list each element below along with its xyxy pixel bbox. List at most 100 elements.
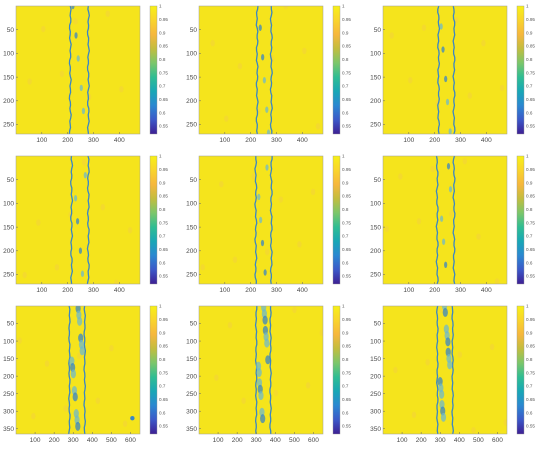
noise-blob [227, 322, 233, 329]
band-edge-right [452, 6, 456, 134]
colorbar-tick-label: 0.65 [526, 247, 535, 252]
colorbar-tick-label: 0.75 [159, 70, 168, 75]
colorbar-tick-label: 0.8 [526, 357, 533, 362]
band-edge-right [269, 6, 273, 134]
y-tick-label: 100 [370, 338, 381, 345]
noise-blob [421, 24, 427, 31]
band-dip [439, 389, 445, 399]
plot-border [15, 305, 141, 435]
y-tick-label: 200 [370, 373, 381, 380]
colorbar-tick-label: 0.95 [159, 17, 168, 22]
noise-blob [302, 47, 307, 54]
colorbar-tick-label: 0.75 [342, 370, 351, 375]
colorbar-tick-label: 0.65 [526, 97, 535, 102]
band-dip [257, 193, 261, 201]
band-dip [446, 163, 451, 170]
noise-blob [119, 86, 124, 93]
colorbar-tick-label: 1 [159, 304, 162, 309]
band-dip [262, 77, 266, 84]
band-dip [263, 269, 267, 276]
colorbar-tick-label: 0.95 [526, 17, 535, 22]
band-edge-right [452, 156, 456, 284]
colorbar-tick-label: 0.6 [526, 410, 533, 415]
band-dip [258, 24, 262, 31]
x-tick-label: 300 [435, 437, 446, 444]
band-dip [448, 186, 453, 193]
colorbar-tick-label: 0.65 [342, 97, 351, 102]
band-edge-left [68, 306, 71, 434]
colorbar-tick-label: 0.8 [159, 207, 166, 212]
x-tick-label: 100 [219, 137, 230, 144]
band-dip [444, 261, 448, 268]
x-tick-label: 500 [289, 437, 300, 444]
band-edge-right [83, 306, 87, 434]
x-tick-label: 100 [36, 137, 47, 144]
colorbar [149, 5, 158, 135]
colorbar-tick-label: 0.95 [159, 317, 168, 322]
x-tick-label: 300 [251, 437, 262, 444]
x-tick-label: 200 [62, 287, 73, 294]
y-tick-label: 200 [370, 98, 381, 105]
noise-blob [411, 411, 417, 418]
colorbar-tick-label: 0.85 [342, 44, 351, 49]
band-dip [439, 23, 443, 30]
plot-border [382, 155, 508, 285]
noise-blob [63, 405, 68, 412]
colorbar-tick-label: 0.95 [526, 317, 535, 322]
y-tick-label: 150 [370, 74, 381, 81]
colorbar-tick-label: 0.7 [526, 384, 533, 389]
colorbar-tick-label: 0.85 [526, 194, 535, 199]
colorbar-tick-label: 0.75 [159, 370, 168, 375]
colorbar-tick-label: 0.85 [159, 44, 168, 49]
plot-border [198, 5, 324, 135]
colorbar-tick-label: 0.6 [159, 110, 166, 115]
colorbar-tick-label: 0.7 [159, 234, 166, 239]
y-tick-label: 100 [186, 51, 197, 58]
band-edge-left [435, 156, 439, 284]
noise-blob [122, 420, 128, 427]
colorbar-tick-label: 0.9 [526, 30, 533, 35]
y-tick-label: 50 [7, 321, 15, 328]
colorbar-tick-label: 0.7 [159, 84, 166, 89]
y-tick-label: 50 [7, 177, 15, 184]
noise-blob [457, 351, 463, 358]
noise-blob [467, 92, 472, 99]
y-tick-label: 150 [186, 74, 197, 81]
colorbar-tick-label: 1 [342, 154, 345, 159]
heatmap-svg: 50 100 150 200 250 100 200 300 400 1 0.95 0.9 0.85 0.… [370, 4, 535, 144]
colorbar-tick-label: 0.85 [159, 194, 168, 199]
noise-blob [17, 337, 22, 344]
y-tick-label: 100 [3, 338, 14, 345]
band-dip [83, 172, 87, 179]
heatmap-svg: 50 100 150 200 250 300 350 100 200 300 400 500 600 1 0… [3, 304, 168, 444]
noise-blob [100, 204, 106, 211]
heatmap-svg: 50 100 150 200 250 100 200 300 400 1 0.95 0.9 0.85 0.… [3, 4, 168, 144]
heatmap-panel: 50 100 150 200 250 300 350 100 200 300 400 500 600 1 0… [367, 304, 542, 448]
heatmap-panel: 50 100 150 200 250 300 350 100 200 300 400 500 600 1 0… [183, 304, 358, 448]
colorbar-tick-label: 1 [526, 4, 529, 9]
noise-blob [416, 218, 422, 225]
plot-border [15, 155, 141, 285]
noise-blob [27, 78, 32, 85]
x-tick-label: 500 [473, 437, 484, 444]
colorbar-tick-label: 0.55 [342, 274, 351, 279]
colorbar-tick-label: 0.65 [159, 247, 168, 252]
noise-blob [481, 39, 486, 47]
x-tick-label: 100 [403, 287, 414, 294]
colorbar-tick-label: 0.9 [342, 330, 349, 335]
colorbar-tick-label: 0.8 [526, 207, 533, 212]
y-tick-label: 200 [3, 373, 14, 380]
band-edge-left [254, 306, 258, 434]
y-tick-label: 100 [186, 338, 197, 345]
y-tick-label: 150 [186, 356, 197, 363]
plot-border [198, 305, 324, 435]
band-dip [266, 129, 271, 134]
colorbar-tick-label: 0.55 [342, 124, 351, 129]
y-tick-label: 50 [190, 321, 198, 328]
heatmap-svg: 50 100 150 200 250 300 350 100 200 300 400 500 600 1 0… [370, 304, 535, 444]
band-dip [258, 391, 264, 401]
band-dip [442, 238, 446, 245]
noise-blob [389, 32, 394, 39]
noise-blob [16, 6, 19, 10]
x-tick-label: 500 [106, 437, 117, 444]
